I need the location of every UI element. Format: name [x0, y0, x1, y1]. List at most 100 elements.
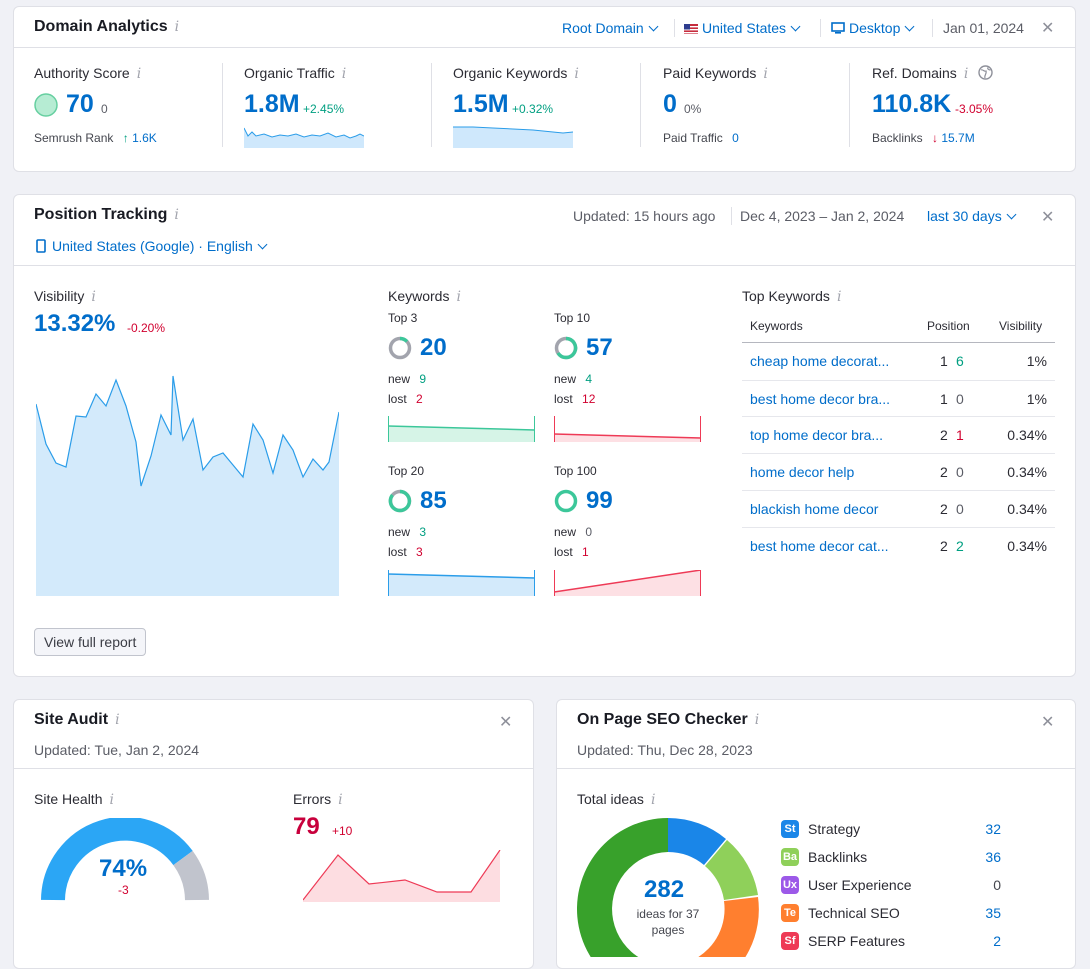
legend-serp-features: SERP Features	[808, 933, 906, 949]
top10-sparkline	[554, 416, 701, 442]
keywords-label: Keywords i	[388, 288, 461, 305]
info-icon[interactable]: i	[754, 712, 760, 728]
top3-donut-icon	[388, 336, 412, 360]
info-icon[interactable]: i	[174, 19, 180, 35]
backlinks-icon: Ba	[781, 848, 799, 866]
authority-score-label: Authority Score i	[34, 65, 142, 82]
top20-value[interactable]: 85	[420, 487, 447, 514]
root-domain-select[interactable]: Root Domain	[562, 20, 659, 36]
errors-sparkline	[303, 850, 501, 902]
top100-label: Top 100	[554, 464, 597, 478]
organic-traffic-value[interactable]: 1.8M	[244, 90, 300, 118]
technical-seo-icon: Te	[781, 904, 799, 922]
strategy-count[interactable]: 32	[985, 821, 1001, 837]
top20-lost: 3	[416, 545, 423, 559]
top10-new: 4	[585, 372, 593, 386]
keyword-link[interactable]: cheap home decorat...	[750, 353, 890, 369]
organic-keywords-value[interactable]: 1.5M	[453, 90, 509, 118]
keyword-link[interactable]: blackish home decor	[750, 501, 879, 517]
backlinks-count[interactable]: 36	[985, 849, 1001, 865]
user-experience-icon: Ux	[781, 876, 799, 894]
visibility-label: Visibility i	[34, 288, 96, 305]
col-keywords: Keywords	[750, 319, 803, 333]
technical-seo-count[interactable]: 35	[985, 905, 1001, 921]
legend-user-experience: User Experience	[808, 877, 912, 893]
top100-donut-icon	[554, 489, 578, 513]
serp-features-count[interactable]: 2	[993, 933, 1001, 949]
legend-backlinks: Backlinks	[808, 849, 868, 865]
user-experience-count: 0	[993, 877, 1001, 893]
site-health-label: Site Health i	[34, 791, 114, 808]
top20-new: 3	[419, 525, 427, 539]
table-row: cheap home decorat... 1 6 1%	[750, 353, 1047, 369]
ref-domains-label: Ref. Domains i	[872, 65, 993, 82]
backlinks-value[interactable]: 15.7M	[941, 131, 975, 145]
ref-domains-change: -3.05%	[955, 102, 994, 116]
paid-traffic-label: Paid Traffic 0	[663, 131, 739, 145]
table-row: blackish home decor 2 0 0.34%	[742, 490, 1055, 527]
authority-score-change: 0	[101, 102, 108, 116]
top20-label: Top 20	[388, 464, 425, 478]
top100-value[interactable]: 99	[586, 487, 613, 514]
errors-label: Errors i	[293, 791, 343, 808]
ref-domains-value[interactable]: 110.8K	[872, 90, 952, 118]
keyword-link[interactable]: best home decor bra...	[750, 391, 891, 407]
close-icon[interactable]: ✕	[499, 714, 513, 731]
close-icon[interactable]: ✕	[1041, 714, 1055, 731]
top3-new: 9	[419, 372, 427, 386]
view-full-report-button[interactable]: View full report	[34, 628, 147, 656]
strategy-icon: St	[781, 820, 799, 838]
top-keywords-title: Top Keywords i	[742, 288, 842, 305]
globe-icon	[978, 65, 993, 80]
updated-label: Updated: 15 hours ago	[573, 208, 716, 224]
top3-value[interactable]: 20	[420, 334, 447, 361]
semrush-rank-value[interactable]: 1.6K	[132, 131, 157, 145]
date-label: Jan 01, 2024	[943, 20, 1024, 36]
site-audit-updated: Updated: Tue, Jan 2, 2024	[34, 742, 200, 758]
site-health-gauge	[41, 818, 209, 901]
device-select[interactable]: Desktop	[831, 20, 915, 36]
keyword-link[interactable]: top home decor bra...	[750, 427, 884, 443]
errors-value[interactable]: 79	[293, 813, 320, 840]
top20-sparkline	[388, 570, 535, 596]
us-flag-icon	[684, 24, 698, 34]
info-icon[interactable]: i	[174, 207, 179, 223]
close-icon[interactable]: ✕	[1041, 20, 1055, 37]
total-ideas-value[interactable]: 282	[644, 876, 685, 903]
paid-keywords-value[interactable]: 0	[663, 90, 677, 118]
paid-keywords-label: Paid Keywords i	[663, 65, 768, 82]
site-health-change: -3	[118, 883, 129, 897]
date-range-label: Dec 4, 2023 – Jan 2, 2024	[740, 208, 905, 224]
ideas-donut-chart	[577, 818, 759, 957]
paid-keywords-change: 0%	[684, 102, 702, 116]
top100-lost: 1	[582, 545, 589, 559]
top10-value[interactable]: 57	[586, 334, 613, 361]
top100-new: 0	[585, 525, 593, 539]
organic-traffic-sparkline	[244, 127, 364, 148]
backlinks-label: Backlinks ↓ 15.7M	[872, 131, 975, 145]
info-icon[interactable]: i	[115, 712, 120, 728]
organic-keywords-change: +0.32%	[512, 102, 554, 116]
desktop-icon	[831, 22, 845, 34]
location-select[interactable]: United States (Google) · English	[36, 238, 268, 254]
top3-lost: 2	[416, 392, 423, 406]
col-visibility: Visibility	[999, 319, 1043, 333]
table-row: home decor help 2 0 0.34%	[742, 453, 1055, 490]
domain-analytics-title: Domain Analytics i	[34, 18, 180, 35]
errors-change: +10	[332, 824, 353, 838]
keyword-link[interactable]: best home decor cat...	[750, 538, 889, 554]
period-select[interactable]: last 30 days	[927, 208, 1017, 224]
site-health-value[interactable]: 74%	[99, 855, 148, 882]
keyword-link[interactable]: home decor help	[750, 464, 855, 480]
country-select[interactable]: United States	[684, 20, 801, 36]
paid-traffic-value[interactable]: 0	[732, 131, 739, 145]
close-icon[interactable]: ✕	[1041, 209, 1055, 226]
legend-strategy: Strategy	[808, 821, 861, 837]
top10-donut-icon	[554, 336, 578, 360]
organic-keywords-label: Organic Keywords i	[453, 65, 579, 82]
visibility-value[interactable]: 13.32%	[34, 310, 116, 337]
mobile-icon	[36, 239, 46, 253]
col-position: Position	[927, 319, 970, 333]
authority-circle-icon	[34, 93, 58, 117]
top3-sparkline	[388, 416, 535, 442]
